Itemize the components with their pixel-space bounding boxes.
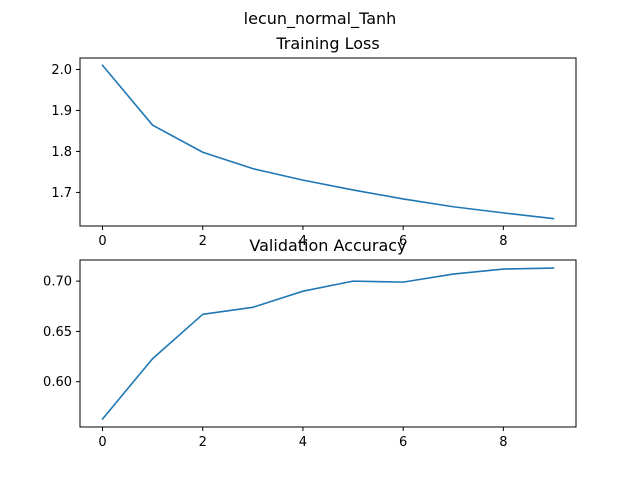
training-loss-xtick-label: 6 <box>399 234 407 249</box>
training-loss-ytick-label: 1.9 <box>51 104 72 119</box>
training-loss-title: Training Loss <box>275 34 379 53</box>
training-loss-ytick-label: 1.8 <box>51 145 72 160</box>
validation-accuracy-axes-frame <box>79 259 577 428</box>
validation-accuracy-series-line <box>101 267 555 421</box>
training-loss-axes: 0 2 4 6 8 1.7 1.8 1.9 2.0 Training Loss <box>51 34 577 249</box>
validation-accuracy-xtick-label: 8 <box>499 435 507 450</box>
training-loss-axes-frame <box>79 57 577 227</box>
validation-accuracy-axes: 0 2 4 6 8 0.60 0.65 0.70 Validation Accuracy <box>43 236 577 450</box>
validation-accuracy-xtick-label: 2 <box>199 435 207 450</box>
figure-suptitle: lecun_normal_Tanh <box>244 9 397 29</box>
training-loss-series-line <box>101 64 555 220</box>
training-loss-xtick-label: 2 <box>199 234 207 249</box>
validation-accuracy-ytick-label: 0.70 <box>43 275 72 290</box>
training-loss-xtick-label: 8 <box>499 234 507 249</box>
training-loss-ytick-label: 2.0 <box>51 63 72 78</box>
validation-accuracy-title: Validation Accuracy <box>249 236 406 255</box>
validation-accuracy-xtick-label: 4 <box>299 435 307 450</box>
validation-accuracy-xtick-label: 0 <box>98 435 106 450</box>
training-loss-xtick-label: 0 <box>98 234 106 249</box>
training-loss-ytick-label: 1.7 <box>51 186 72 201</box>
validation-accuracy-ytick-label: 0.65 <box>43 325 72 340</box>
validation-accuracy-ytick-label: 0.60 <box>43 375 72 390</box>
training-loss-xtick-label: 4 <box>299 234 307 249</box>
validation-accuracy-xtick-label: 6 <box>399 435 407 450</box>
